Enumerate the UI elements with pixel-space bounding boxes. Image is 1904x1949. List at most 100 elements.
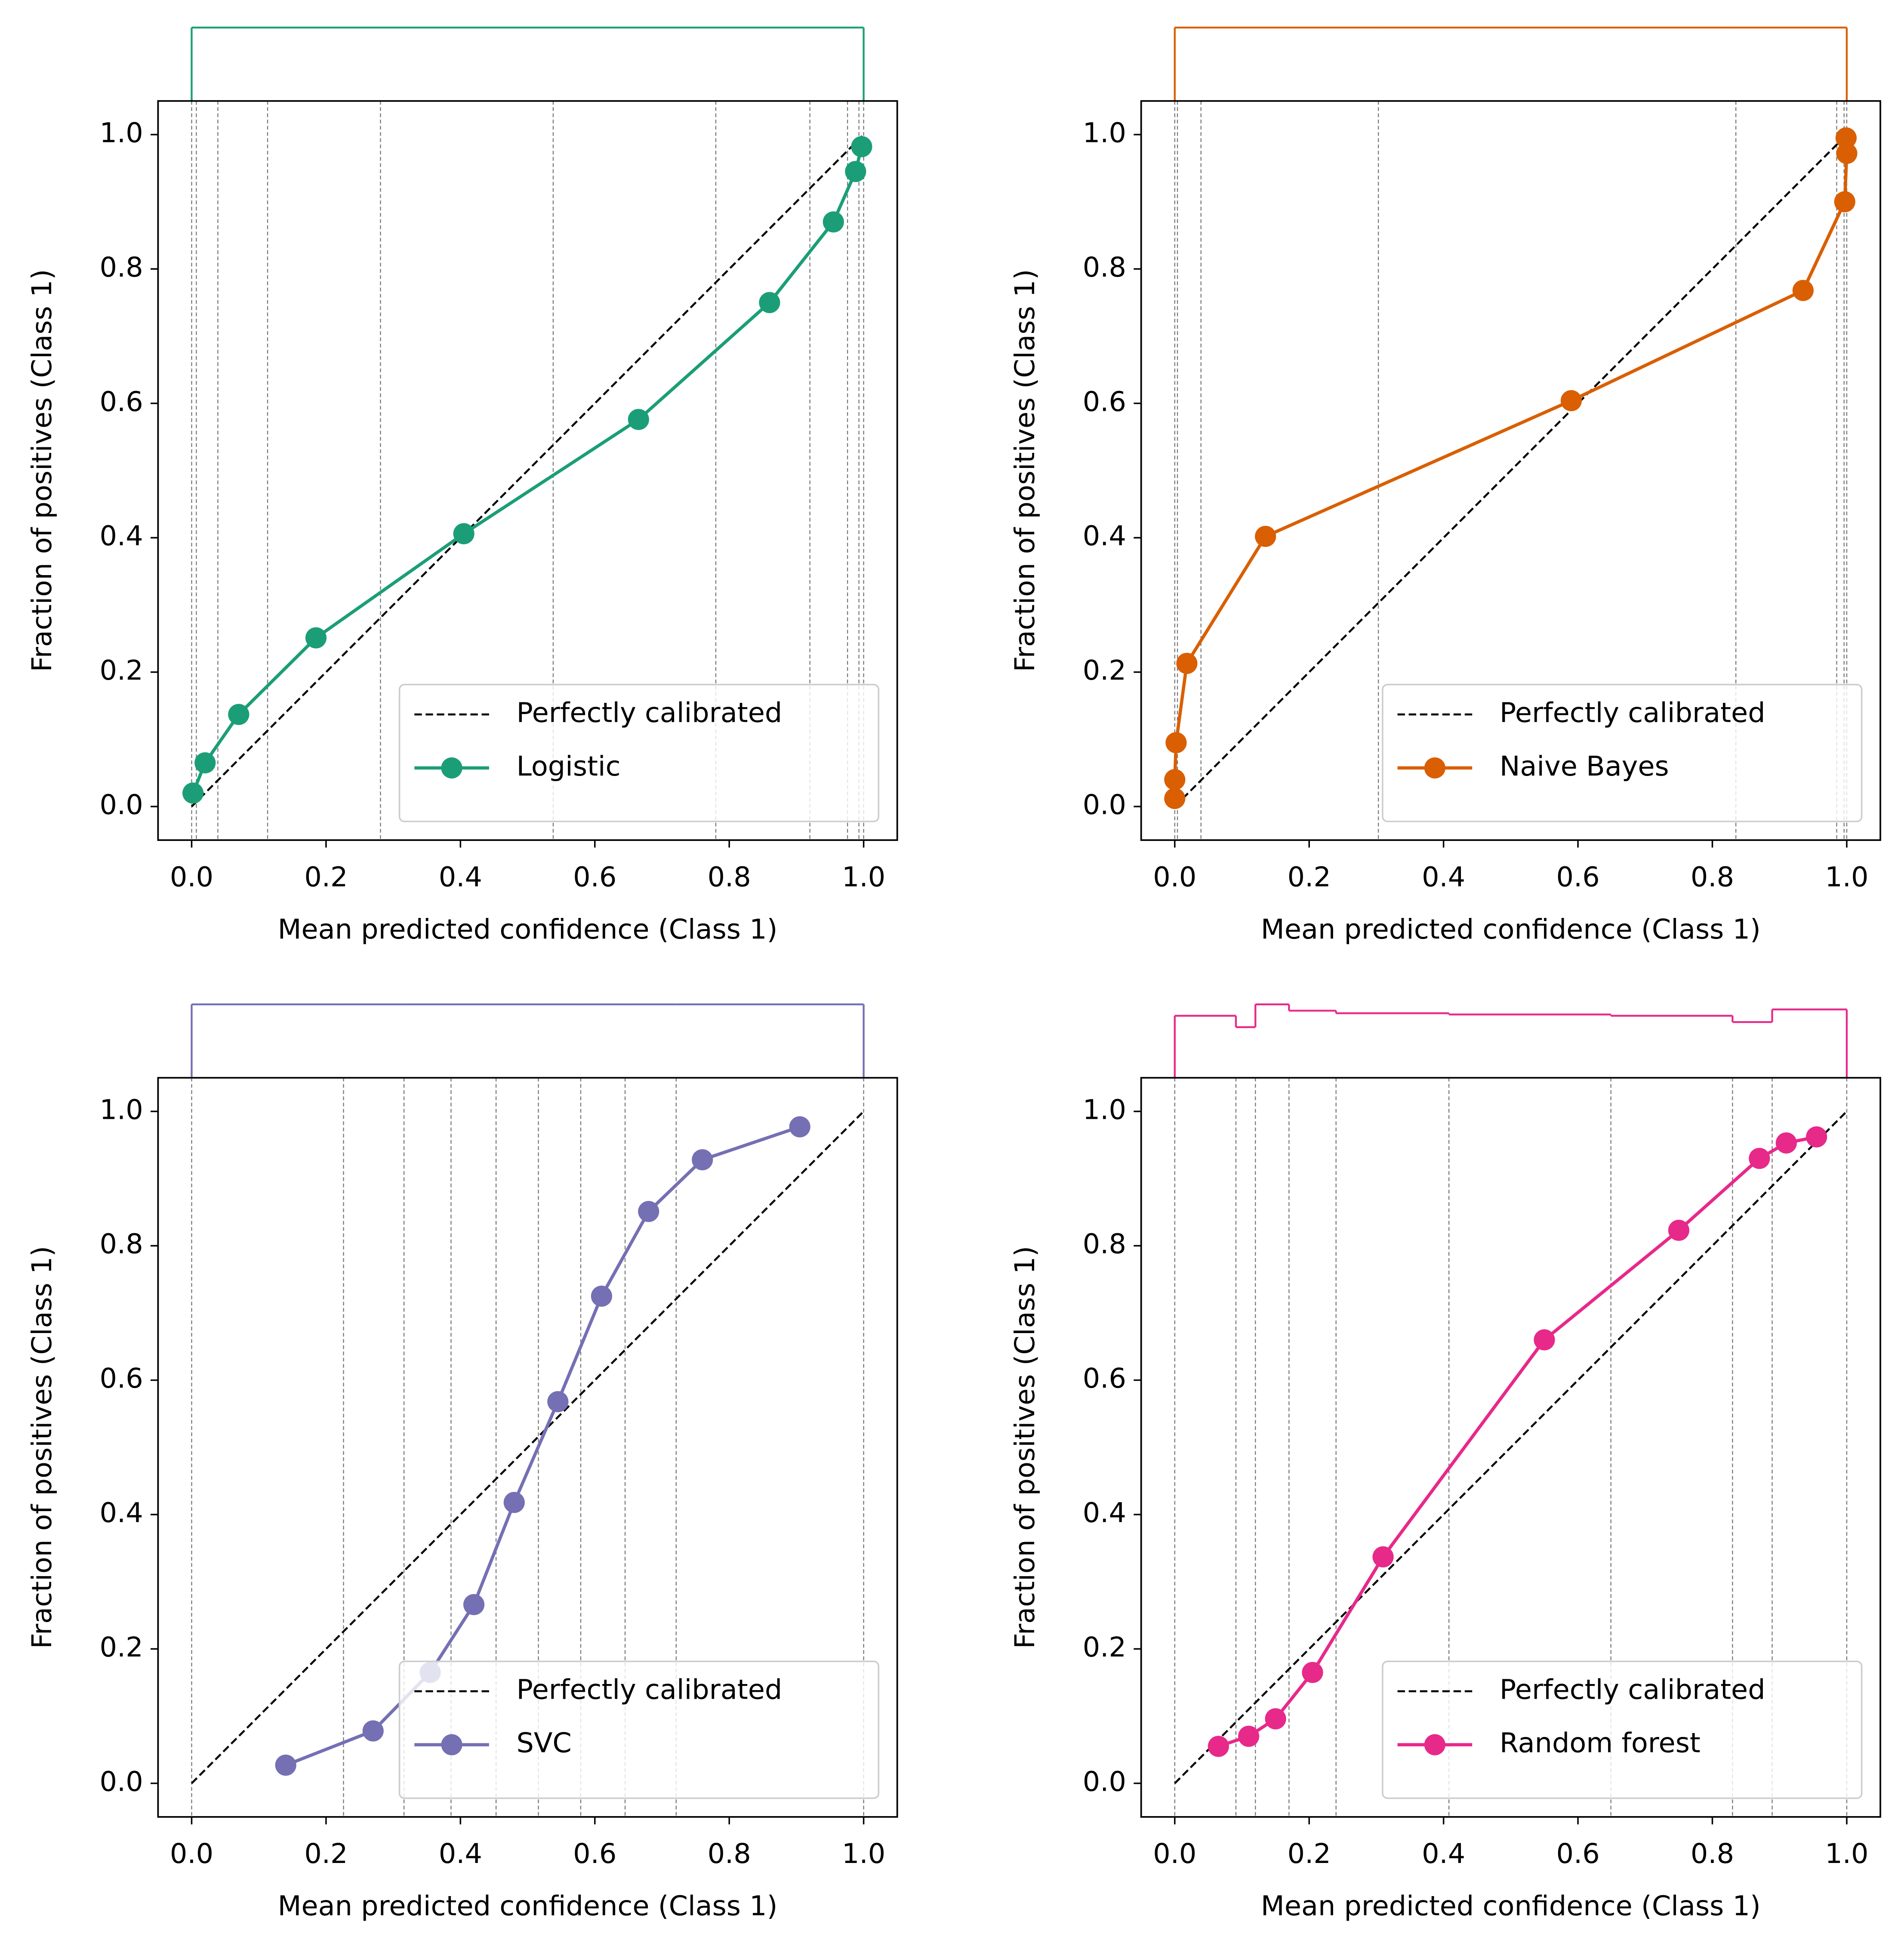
data-point <box>1164 788 1186 809</box>
data-point <box>1834 191 1855 212</box>
data-point <box>1164 769 1186 791</box>
series-line <box>191 1111 865 1784</box>
y-tick-label: 0.2 <box>99 1632 143 1663</box>
legend-label: Perfectly calibrated <box>1500 697 1765 729</box>
data-point <box>845 161 866 182</box>
y-tick-label: 0.0 <box>99 1766 143 1798</box>
panel: 0.0 0.2 0.4 0.6 0.8 1.0 0.0 0.2 0.4 0.6 0.8 1.0 Mean… <box>26 26 898 945</box>
legend-marker <box>441 1734 462 1755</box>
legend-box <box>398 1660 880 1799</box>
x-axis-label: Mean predicted confidence (Class 1) <box>1261 1890 1761 1922</box>
data-point <box>1176 653 1198 674</box>
data-point <box>1372 1546 1394 1567</box>
data-point <box>759 292 780 313</box>
data-point <box>1836 143 1858 164</box>
data-point <box>1806 1126 1827 1148</box>
data-point <box>362 1720 384 1742</box>
data-point <box>275 1755 296 1776</box>
legend-label: Logistic <box>517 751 621 782</box>
x-tick-label: 0.8 <box>1691 1838 1734 1870</box>
y-tick-label: 0.6 <box>1083 1363 1126 1395</box>
axes-frame <box>1140 100 1881 841</box>
y-tick-label: 0.4 <box>99 1497 143 1529</box>
data-point <box>823 211 844 233</box>
y-tick-label: 0.2 <box>1083 1632 1126 1663</box>
x-tick-label: 0.0 <box>170 861 213 893</box>
y-axis-label: Fraction of positives (Class 1) <box>1009 269 1041 672</box>
legend-label: Naive Bayes <box>1500 751 1669 782</box>
x-tick-label: 0.8 <box>708 1838 751 1870</box>
data-point <box>1749 1148 1770 1169</box>
y-tick-label: 1.0 <box>99 117 143 149</box>
y-tick-label: 1.0 <box>99 1094 143 1126</box>
y-tick-label: 0.4 <box>1083 1497 1126 1529</box>
y-tick-label: 1.0 <box>1083 117 1126 149</box>
x-tick-label: 0.6 <box>573 1838 616 1870</box>
legend-label: Perfectly calibrated <box>517 1674 783 1706</box>
x-tick-label: 1.0 <box>1825 1838 1868 1870</box>
x-tick-label: 0.6 <box>1556 1838 1599 1870</box>
x-tick-label: 0.6 <box>1556 861 1599 893</box>
y-axis-label: Fraction of positives (Class 1) <box>1009 1246 1041 1649</box>
data-point <box>1668 1219 1689 1241</box>
x-tick-label: 0.2 <box>1288 1838 1331 1870</box>
y-axis-label: Fraction of positives (Class 1) <box>26 269 58 672</box>
x-axis-label: Mean predicted confidence (Class 1) <box>1261 914 1761 945</box>
data-point <box>1238 1725 1260 1747</box>
y-tick-label: 0.4 <box>99 520 143 552</box>
data-point <box>1835 127 1857 149</box>
data-point <box>182 782 204 804</box>
panel: 0.0 0.2 0.4 0.6 0.8 1.0 0.0 0.2 0.4 0.6 0.8 1.0 Mean… <box>26 1003 898 1922</box>
data-point <box>463 1594 485 1615</box>
data-point <box>547 1391 569 1413</box>
legend-marker <box>1424 1734 1445 1755</box>
data-point <box>1208 1736 1229 1757</box>
x-tick-label: 0.2 <box>1288 861 1331 893</box>
x-tick-label: 1.0 <box>1825 861 1868 893</box>
x-axis-label: Mean predicted confidence (Class 1) <box>278 1890 778 1922</box>
data-point <box>789 1116 810 1138</box>
data-point <box>1255 526 1276 547</box>
data-point <box>1792 280 1814 301</box>
data-point <box>628 409 649 430</box>
axes-frame <box>157 100 898 841</box>
legend-marker <box>1424 757 1445 779</box>
y-tick-label: 0.8 <box>99 252 143 283</box>
axes-frame <box>157 1077 898 1818</box>
legend-box <box>1382 1660 1863 1799</box>
data-point <box>1775 1132 1797 1154</box>
axes-frame <box>1140 1077 1881 1818</box>
series-line <box>1174 134 1848 807</box>
series-line <box>1174 1111 1848 1784</box>
x-tick-label: 0.8 <box>1691 861 1734 893</box>
data-point <box>1534 1329 1555 1351</box>
data-point <box>692 1149 713 1170</box>
y-tick-label: 0.8 <box>99 1229 143 1260</box>
y-tick-label: 0.4 <box>1083 520 1126 552</box>
x-tick-label: 0.8 <box>708 861 751 893</box>
y-tick-label: 0.0 <box>1083 1766 1126 1798</box>
legend-box <box>1382 684 1863 822</box>
series-line <box>191 134 865 807</box>
data-point <box>228 704 250 725</box>
data-point <box>1560 390 1582 412</box>
legend-box <box>398 684 880 822</box>
x-tick-label: 0.4 <box>439 861 482 893</box>
series-line <box>1173 138 1849 799</box>
x-tick-label: 0.4 <box>1422 861 1465 893</box>
data-point <box>1302 1662 1323 1683</box>
data-point <box>194 752 216 774</box>
x-tick-label: 0.0 <box>170 1838 213 1870</box>
y-tick-label: 0.2 <box>99 655 143 687</box>
y-tick-label: 0.0 <box>1083 789 1126 821</box>
y-tick-label: 0.0 <box>99 789 143 821</box>
x-tick-label: 0.4 <box>1422 1838 1465 1870</box>
y-tick-label: 0.6 <box>1083 386 1126 418</box>
legend-marker <box>441 757 462 779</box>
data-point <box>1265 1708 1286 1730</box>
data-point <box>453 523 474 545</box>
data-point <box>503 1492 525 1513</box>
data-point <box>851 136 872 157</box>
legend-label: Perfectly calibrated <box>1500 1674 1765 1706</box>
